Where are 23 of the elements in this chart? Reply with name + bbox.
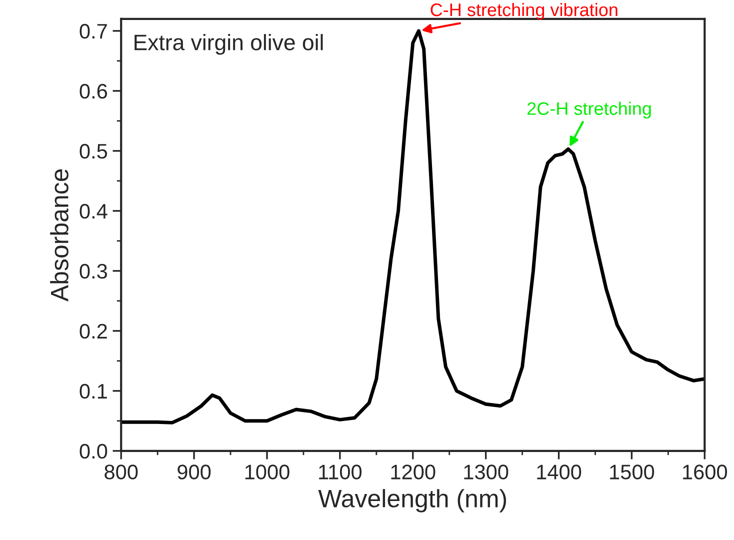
x-tick-label: 1000 (245, 464, 290, 480)
text: Extra virgin olive oil (134, 34, 323, 55)
y-tick-label: 0.0 (80, 444, 108, 459)
y-tick-label: 0.4 (80, 204, 108, 219)
y-axis-title: Absorbance (50, 169, 68, 302)
x-tick-label: 900 (178, 464, 211, 480)
x-tick-label: 1300 (464, 464, 508, 480)
y-tick-label: 0.1 (80, 384, 107, 399)
y-tick-label: 0.5 (80, 144, 108, 159)
x-tick-label: 800 (104, 464, 138, 480)
x-tick-label: 1100 (319, 464, 362, 480)
x-tick-label: 1200 (391, 464, 436, 480)
x-tick-label: 1600 (683, 464, 727, 480)
annotation: C-H stretching vibration (430, 2, 618, 20)
y-tick-label: 0.6 (80, 84, 107, 99)
y-tick-label: 0.2 (80, 324, 107, 339)
x-tick-label: 1400 (537, 464, 582, 480)
line-series (121, 29, 705, 424)
x-axis-title: Wavelength (nm) (318, 489, 506, 512)
y-tick-label: 0.3 (80, 264, 107, 279)
annotation: 2C-H stretching (527, 102, 651, 119)
x-tick-label: 1500 (610, 464, 654, 480)
y-tick-label: 0.7 (80, 24, 107, 39)
